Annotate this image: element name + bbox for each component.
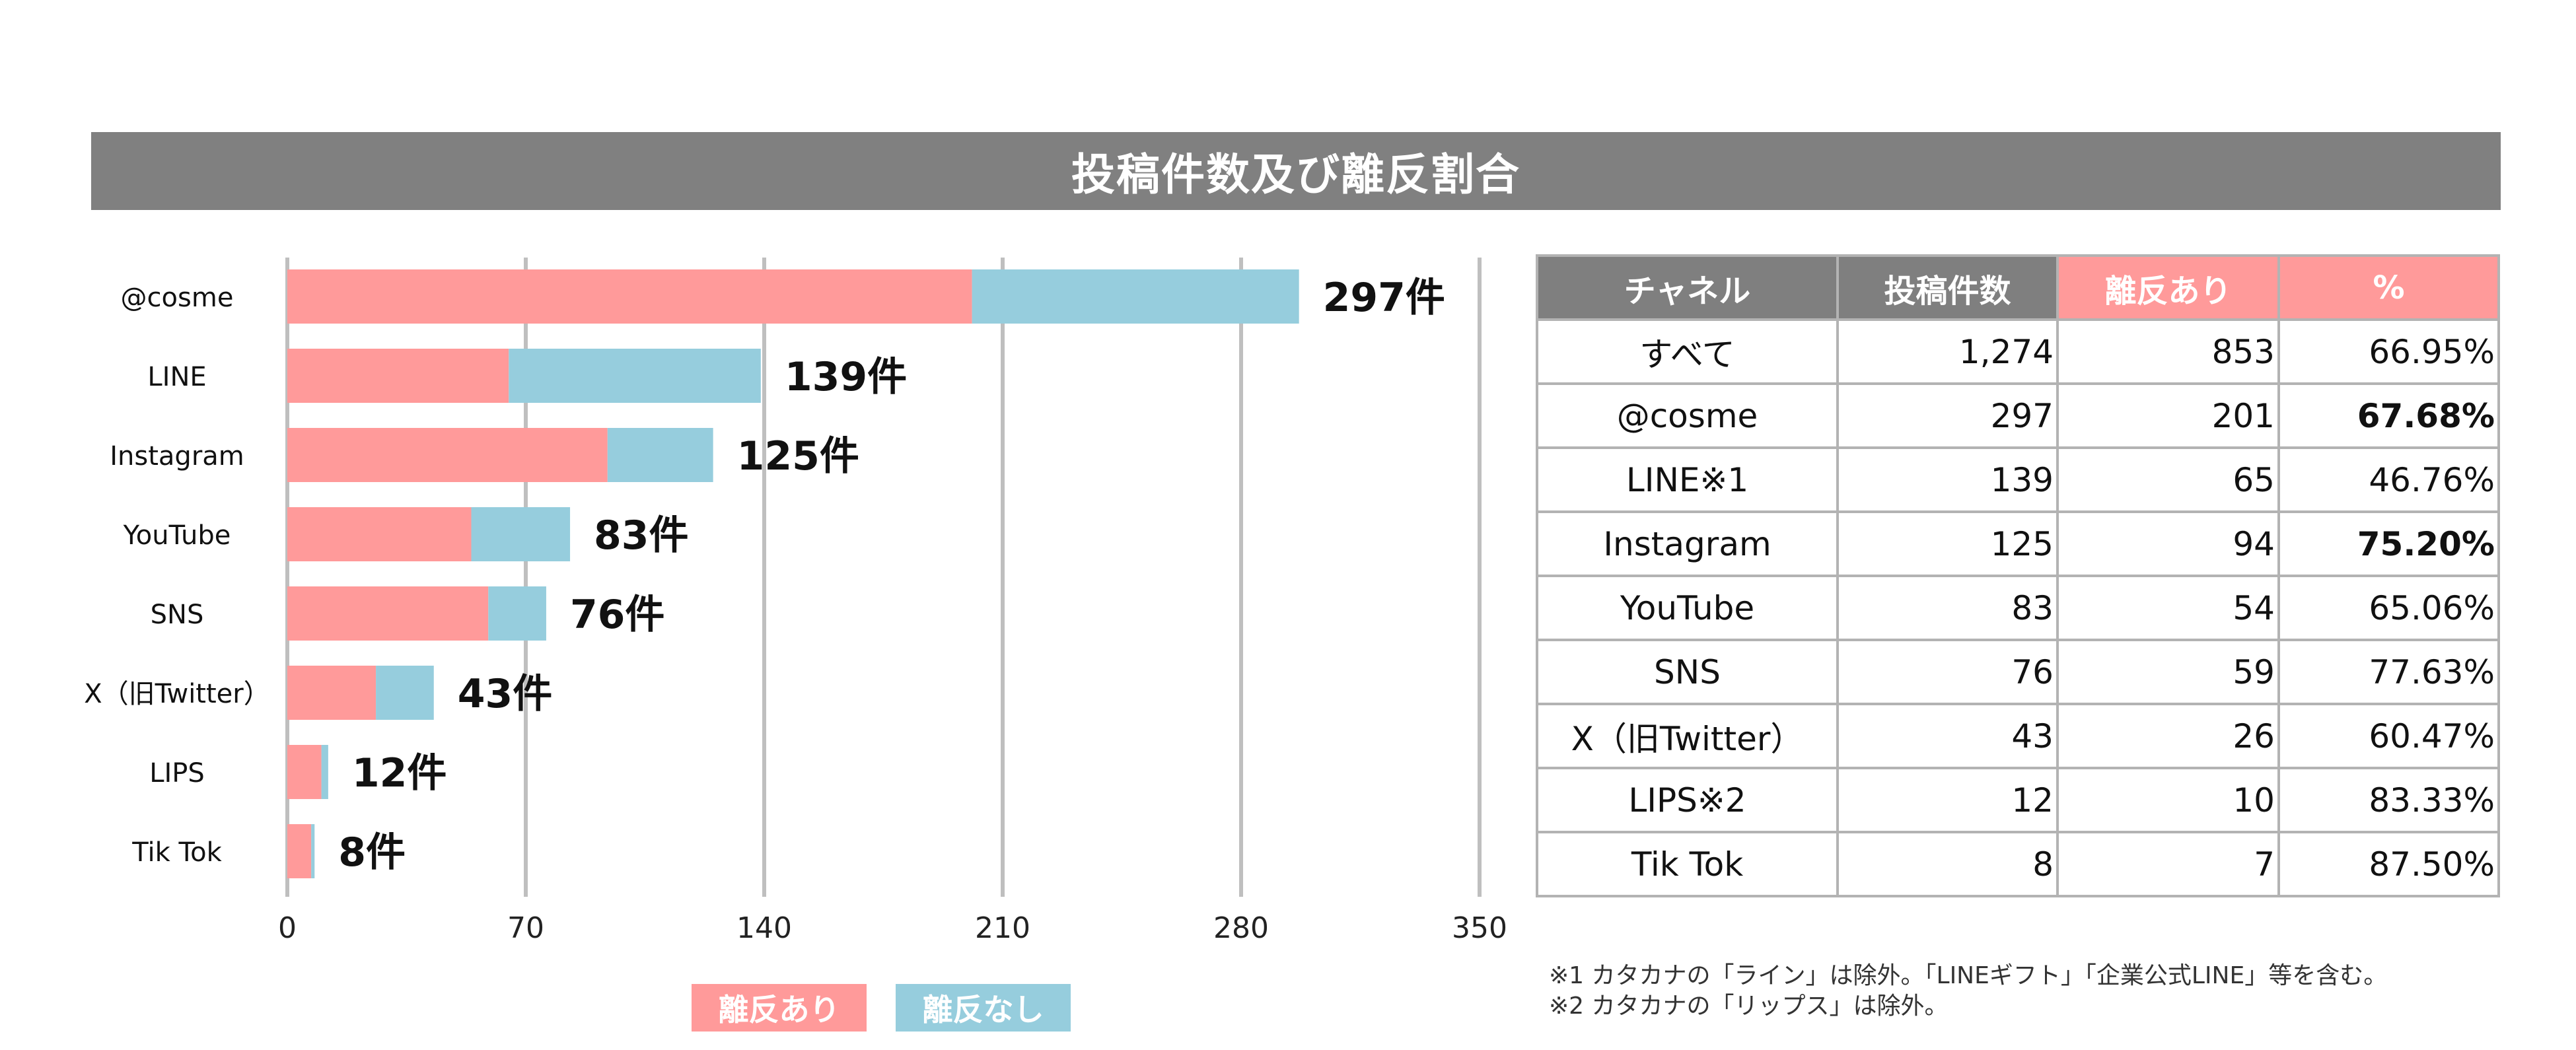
cell-posts: 139 xyxy=(1836,446,2059,513)
cell-posts: 8 xyxy=(1836,831,2059,897)
table-row: LIPS※2 12 10 83.33% xyxy=(1536,767,2500,833)
bar-churn-no xyxy=(607,428,713,482)
total-label: 8件 xyxy=(338,829,406,876)
header-channel: チャネル xyxy=(1536,254,1839,321)
bar-churn-yes xyxy=(287,586,489,641)
bar-churn-yes xyxy=(287,428,608,482)
bar-churn-yes xyxy=(287,269,972,324)
chart-title: 投稿件数及び離反割合 xyxy=(1071,149,1521,200)
bar-churn-no xyxy=(488,586,546,641)
total-label: 43件 xyxy=(458,671,553,717)
cell-churn: 94 xyxy=(2056,510,2280,577)
cell-percent: 65.06% xyxy=(2277,575,2500,641)
bar-churn-no xyxy=(311,824,315,878)
cell-channel: Instagram xyxy=(1536,510,1839,577)
total-label: 297件 xyxy=(1323,275,1445,321)
x-tick-label: 70 xyxy=(507,911,544,945)
cell-percent: 46.76% xyxy=(2277,446,2500,513)
table-header-row: チャネル 投稿件数 離反あり % xyxy=(1536,254,2500,321)
table-row: YouTube 83 54 65.06% xyxy=(1536,575,2500,641)
cell-percent: 77.63% xyxy=(2277,639,2500,705)
category-label: @cosme xyxy=(121,283,234,313)
category-label: Tik Tok xyxy=(131,837,222,868)
footnote-2: ※2 カタカナの「リップス」は除外。 xyxy=(1549,993,1949,1020)
table-row: Instagram 125 94 75.20% xyxy=(1536,510,2500,577)
category-label: YouTube xyxy=(123,520,231,551)
cell-posts: 12 xyxy=(1836,767,2059,833)
category-label: LINE xyxy=(147,362,206,392)
cell-churn: 65 xyxy=(2056,446,2280,513)
legend-churn-yes-label: 離反あり xyxy=(718,992,840,1028)
cell-percent: 75.20% xyxy=(2277,510,2500,577)
total-label: 125件 xyxy=(737,433,859,479)
bar-churn-no xyxy=(509,349,761,403)
header-churn: 離反あり xyxy=(2056,254,2280,321)
cell-churn: 7 xyxy=(2056,831,2280,897)
bar-churn-no xyxy=(972,269,1299,324)
header-percent: % xyxy=(2277,254,2500,321)
bar-churn-no xyxy=(376,666,434,720)
cell-percent: 87.50% xyxy=(2277,831,2500,897)
category-label: Instagram xyxy=(110,441,244,472)
x-tick-label: 350 xyxy=(1452,911,1507,945)
cell-posts: 83 xyxy=(1836,575,2059,641)
cell-percent: 60.47% xyxy=(2277,703,2500,769)
bar-churn-yes xyxy=(287,507,472,561)
chart-title-bar: 投稿件数及び離反割合 xyxy=(91,132,2501,210)
table-row: X（旧Twitter） 43 26 60.47% xyxy=(1536,703,2500,769)
category-label: LIPS xyxy=(149,758,205,788)
cell-channel: すべて xyxy=(1536,318,1839,385)
table-row: SNS 76 59 77.63% xyxy=(1536,639,2500,705)
cell-channel: SNS xyxy=(1536,639,1839,705)
cell-posts: 76 xyxy=(1836,639,2059,705)
header-posts: 投稿件数 xyxy=(1836,254,2059,321)
x-tick-label: 280 xyxy=(1213,911,1269,945)
bar-churn-no xyxy=(471,507,571,561)
cell-churn: 10 xyxy=(2056,767,2280,833)
cell-channel: Tik Tok xyxy=(1536,831,1839,897)
channel-table: チャネル 投稿件数 離反あり % すべて 1,274 853 66.95% @cosme… xyxy=(1536,254,2500,897)
cell-channel: @cosme xyxy=(1536,382,1839,449)
cell-percent: 83.33% xyxy=(2277,767,2500,833)
category-label: SNS xyxy=(151,600,204,630)
bar-churn-yes xyxy=(287,745,322,799)
footnote-1: ※1 カタカナの「ライン」は除外。「LINEギフト」「企業公式LINE」等を含む… xyxy=(1549,962,2388,989)
cell-posts: 1,274 xyxy=(1836,318,2059,385)
cell-churn: 201 xyxy=(2056,382,2280,449)
bar-churn-yes xyxy=(287,824,312,878)
cell-channel: X（旧Twitter） xyxy=(1536,703,1839,769)
legend-churn-no: 離反なし xyxy=(896,984,1071,1032)
total-label: 139件 xyxy=(785,354,907,400)
cell-percent: 66.95% xyxy=(2277,318,2500,385)
cell-channel: YouTube xyxy=(1536,575,1839,641)
cell-churn: 26 xyxy=(2056,703,2280,769)
x-tick-label: 140 xyxy=(736,911,792,945)
total-label: 76件 xyxy=(570,592,665,638)
cell-churn: 59 xyxy=(2056,639,2280,705)
category-label: X（旧Twitter） xyxy=(84,679,269,709)
table-row: @cosme 297 201 67.68% xyxy=(1536,382,2500,449)
cell-posts: 43 xyxy=(1836,703,2059,769)
legend-churn-no-label: 離反なし xyxy=(922,992,1044,1028)
x-tick-label: 0 xyxy=(278,911,297,945)
legend-churn-yes: 離反あり xyxy=(692,984,867,1032)
cell-churn: 54 xyxy=(2056,575,2280,641)
cell-percent: 67.68% xyxy=(2277,382,2500,449)
bar-churn-yes xyxy=(287,666,376,720)
footnotes: ※1 カタカナの「ライン」は除外。「LINEギフト」「企業公式LINE」等を含む… xyxy=(1549,961,2387,1022)
x-tick-label: 210 xyxy=(975,911,1030,945)
bar-churn-no xyxy=(321,745,328,799)
table-row: LINE※1 139 65 46.76% xyxy=(1536,446,2500,513)
bar-churn-yes xyxy=(287,349,509,403)
cell-posts: 125 xyxy=(1836,510,2059,577)
table-row: すべて 1,274 853 66.95% xyxy=(1536,318,2500,385)
cell-posts: 297 xyxy=(1836,382,2059,449)
total-label: 12件 xyxy=(352,750,447,796)
cell-channel: LINE※1 xyxy=(1536,446,1839,513)
cell-churn: 853 xyxy=(2056,318,2280,385)
total-label: 83件 xyxy=(594,512,689,559)
table-row: Tik Tok 8 7 87.50% xyxy=(1536,831,2500,897)
cell-channel: LIPS※2 xyxy=(1536,767,1839,833)
